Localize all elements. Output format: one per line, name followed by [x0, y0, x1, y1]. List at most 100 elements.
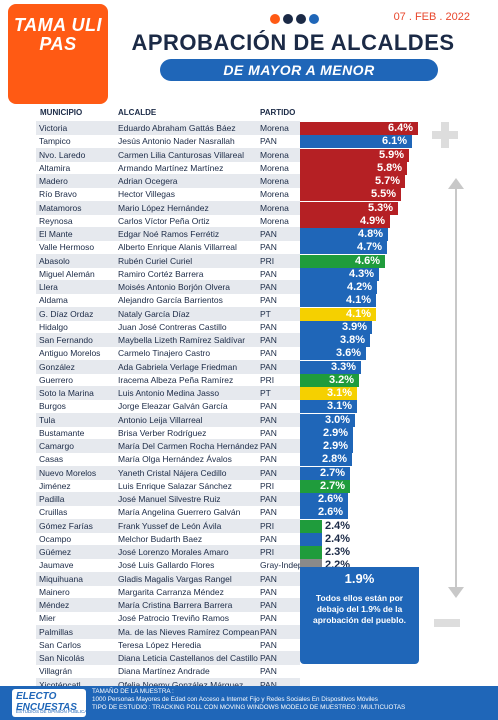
municipio-cell: San Nicolás — [39, 653, 85, 663]
bar — [300, 254, 385, 268]
alcalde-cell: Antonio Leija Villarreal — [118, 415, 203, 425]
minus-icon — [434, 619, 460, 627]
bar — [300, 373, 359, 387]
bar-value-label: 6.4% — [388, 121, 414, 134]
partido-cell: PAN — [260, 507, 277, 517]
note-value: 1.9% — [344, 571, 375, 586]
alcalde-cell: Frank Yussef de León Ávila — [118, 521, 222, 531]
column-header-municipio: MUNICIPIO — [40, 108, 83, 117]
bar-value-label: 3.9% — [342, 320, 368, 333]
bar — [300, 519, 322, 533]
methodology-line-1: TAMAÑO DE LA MUESTRA : — [92, 688, 174, 695]
municipio-cell: Méndez — [39, 600, 70, 610]
partido-cell: PAN — [260, 613, 277, 623]
municipio-cell: Jiménez — [39, 481, 71, 491]
municipio-cell: San Carlos — [39, 640, 82, 650]
municipio-cell: Ocampo — [39, 534, 72, 544]
alcalde-cell: Ramiro Cortéz Barrera — [118, 269, 204, 279]
municipio-cell: Miquihuana — [39, 574, 83, 584]
alcalde-cell: Margarita Carranza Méndez — [118, 587, 224, 597]
municipio-cell: Güémez — [39, 547, 72, 557]
bar — [300, 426, 353, 440]
methodology-text: TAMAÑO DE LA MUESTRA : 1000 Personas May… — [92, 688, 492, 712]
table-row: Cruillas María Angelina Guerrero Galván PA… — [36, 505, 300, 519]
bar — [300, 134, 412, 148]
table-row: Nuevo Morelos Yaneth Cristal Nájera Cedil… — [36, 466, 300, 480]
municipio-cell: Nvo. Laredo — [39, 150, 86, 160]
municipio-cell: Madero — [39, 176, 68, 186]
partido-cell: PAN — [260, 653, 277, 663]
bar-value-label: 4.6% — [355, 254, 381, 267]
municipio-cell: San Fernando — [39, 335, 93, 345]
partido-cell: PAN — [260, 441, 277, 451]
partido-cell: PAN — [260, 415, 277, 425]
partido-cell: PAN — [260, 494, 277, 504]
alcalde-cell: Ada Gabriela Verlage Friedman — [118, 362, 238, 372]
municipio-cell: Nuevo Morelos — [39, 468, 97, 478]
alcalde-cell: Armando Martínez Martínez — [118, 163, 224, 173]
table-row: Tula Antonio Leija Villarreal PAN — [36, 413, 300, 427]
arrow-down-icon — [448, 587, 464, 598]
table-row: El Mante Edgar Noé Ramos Ferrétiz PAN — [36, 227, 300, 241]
partido-cell: PAN — [260, 282, 277, 292]
bar-value-label: 2.9% — [323, 426, 349, 439]
bar — [300, 161, 407, 175]
alcalde-cell: Alejandro García Barrientos — [118, 295, 223, 305]
alcalde-cell: José Lorenzo Morales Amaro — [118, 547, 229, 557]
table-row: Reynosa Carlos Víctor Peña Ortiz Morena — [36, 214, 300, 228]
partido-cell: Morena — [260, 123, 289, 133]
bar-value-label: 5.3% — [368, 201, 394, 214]
table-row: Güémez José Lorenzo Morales Amaro PRI — [36, 545, 300, 559]
municipio-cell: Cruillas — [39, 507, 68, 517]
alcalde-cell: Carmen Lilia Canturosas Villareal — [118, 150, 244, 160]
alcalde-cell: María Del Carmen Rocha Hernández — [118, 441, 259, 451]
table-row: Casas María Olga Hernández Ávalos PAN — [36, 452, 300, 466]
bar-value-label: 4.8% — [358, 227, 384, 240]
partido-cell: PAN — [260, 295, 277, 305]
bar — [300, 399, 357, 413]
table-row: Camargo María Del Carmen Rocha Hernández P… — [36, 439, 300, 453]
table-row: Villagrán Diana Martínez Andrade PAN — [36, 664, 300, 678]
bar — [300, 227, 388, 241]
partido-cell: PAN — [260, 229, 277, 239]
table-row: Méndez María Cristina Barrera Barrera PAN — [36, 598, 300, 612]
bar-value-label: 2.6% — [318, 492, 344, 505]
alcalde-cell: José Luis Gallardo Flores — [118, 560, 215, 570]
partido-cell: Gray-Independ. — [260, 560, 320, 570]
municipio-cell: El Mante — [39, 229, 73, 239]
alcalde-cell: Alberto Enrique Alanis Villarreal — [118, 242, 237, 252]
municipio-cell: Tula — [39, 415, 56, 425]
partido-cell: Morena — [260, 216, 289, 226]
bar-value-label: 3.1% — [327, 386, 353, 399]
bar — [300, 293, 376, 307]
alcalde-cell: Teresa López Heredia — [118, 640, 202, 650]
alcalde-cell: Diana Leticia Castellanos del Castillo — [118, 653, 258, 663]
footer-logo-sub: ESTUDIOS DE OPINIÓN PÚBLICA — [16, 709, 88, 714]
bar-value-label: 2.3% — [325, 545, 351, 558]
alcalde-cell: Carlos Víctor Peña Ortiz — [118, 216, 210, 226]
alcalde-cell: Iracema Albeza Peña Ramírez — [118, 375, 234, 385]
partido-cell: Morena — [260, 189, 289, 199]
table-row: Llera Moisés Antonio Borjón Olvera PAN — [36, 280, 300, 294]
partido-cell: PT — [260, 388, 271, 398]
bar — [300, 413, 355, 427]
municipio-cell: Reynosa — [39, 216, 73, 226]
column-header-partido: PARTIDO — [260, 108, 296, 117]
bar — [300, 479, 350, 493]
municipio-cell: Casas — [39, 454, 64, 464]
bar-value-label: 4.3% — [349, 267, 375, 280]
partido-cell: PAN — [260, 627, 277, 637]
partido-cell: PAN — [260, 666, 277, 676]
municipio-cell: Padilla — [39, 494, 65, 504]
alcalde-cell: Yaneth Cristal Nájera Cedillo — [118, 468, 227, 478]
tamaulipas-logo: TAMA ULI PAS — [8, 4, 108, 104]
alcalde-cell: Edgar Noé Ramos Ferrétiz — [118, 229, 220, 239]
logo-text: TAMA ULI PAS — [14, 15, 102, 54]
municipio-cell: Tampico — [39, 136, 71, 146]
bar — [300, 452, 352, 466]
alcalde-cell: Diana Martínez Andrade — [118, 666, 210, 676]
table-row: Gómez Farías Frank Yussef de León Ávila PR… — [36, 519, 300, 533]
municipio-cell: Mier — [39, 613, 56, 623]
alcalde-cell: José Patrocio Treviño Ramos — [118, 613, 230, 623]
table-row: Ocampo Melchor Budarth Baez PAN — [36, 532, 300, 546]
